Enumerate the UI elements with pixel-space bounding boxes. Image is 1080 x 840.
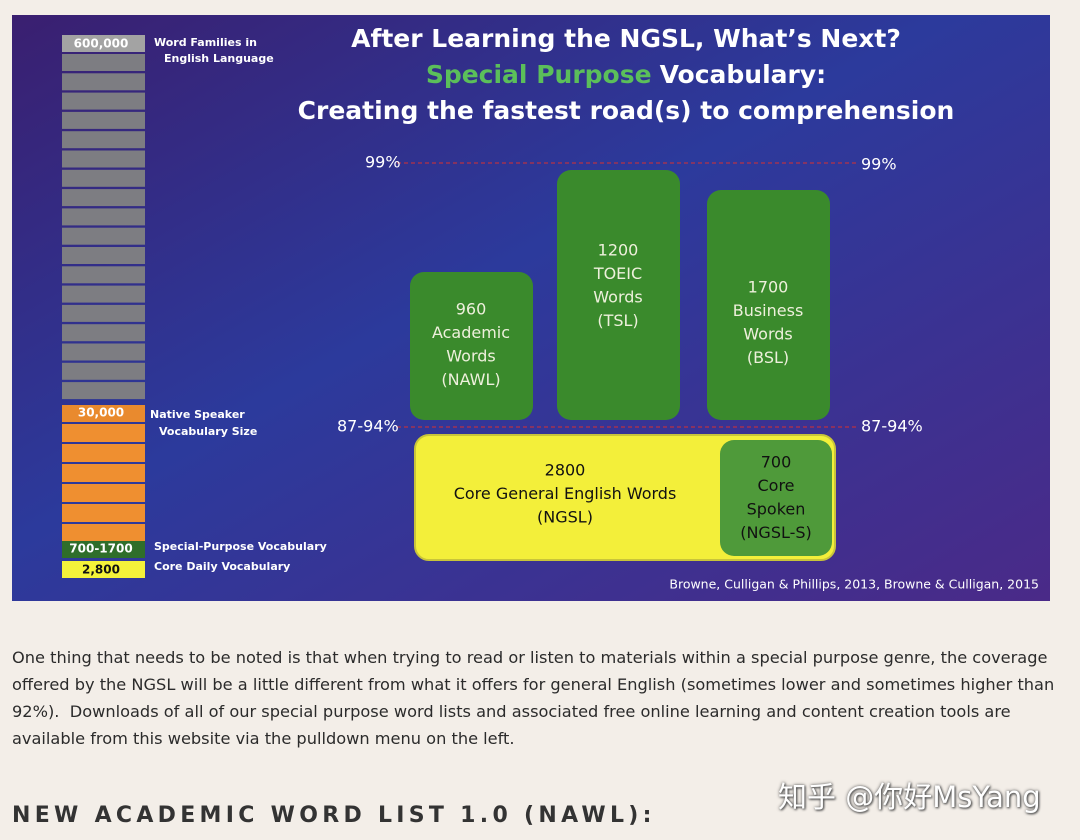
box-text: (NGSL-S) [740, 523, 812, 542]
level-label: 99% [365, 153, 401, 172]
ladder [62, 35, 145, 578]
ladder-stripe [62, 424, 145, 442]
ladder-value: 30,000 [78, 406, 124, 420]
box-text: Words [743, 325, 792, 344]
ladder-stripe [62, 444, 145, 462]
ladder-stripe [62, 111, 145, 129]
watermark: 知乎 @你好MsYang [778, 780, 1041, 814]
ladder-stripe [62, 524, 145, 542]
box-text: Words [446, 347, 495, 366]
box-nawl [410, 272, 533, 420]
ladder-stripe [62, 362, 145, 380]
ladder-stripe [62, 169, 145, 187]
ladder-stripe [62, 324, 145, 342]
box-text: TOEIC [593, 264, 642, 283]
ladder-label: English Language [164, 52, 274, 65]
level-label: 87-94% [337, 417, 399, 436]
box-text: Academic [432, 323, 510, 342]
ladder-band [62, 561, 145, 578]
slide-subtitle: Special Purpose Vocabulary: [426, 60, 826, 89]
ladder-stripe [62, 73, 145, 91]
paragraph: One thing that needs to be noted is that… [12, 648, 1060, 748]
section-heading: NEW ACADEMIC WORD LIST 1.0 (NAWL): [12, 803, 656, 828]
box-text: 960 [456, 300, 487, 319]
box-text: 2800 [545, 461, 586, 480]
ladder-stripe [62, 92, 145, 110]
box-text: 1200 [598, 241, 639, 260]
ladder-stripe [62, 304, 145, 322]
box-tsl [557, 170, 680, 420]
box-text: Business [733, 301, 804, 320]
box-text: Core General English Words [454, 484, 677, 503]
box-text: 1700 [748, 278, 789, 297]
box-bsl [707, 190, 830, 420]
subtitle-highlight: Special Purpose [426, 60, 652, 89]
ladder-label: Word Families in [154, 36, 257, 49]
slide-tagline: Creating the fastest road(s) to comprehe… [298, 96, 955, 125]
box-text: (NGSL) [537, 508, 593, 527]
box-text: (BSL) [747, 348, 789, 367]
ladder-stripe [62, 285, 145, 303]
level-label: 99% [861, 155, 897, 174]
slide: 600,000 Word Families in English Languag… [12, 15, 1050, 601]
ladder-stripe [62, 131, 145, 149]
ladder-stripe [62, 464, 145, 482]
box-text: Spoken [747, 500, 806, 519]
ladder-stripe [62, 266, 145, 284]
subtitle-rest: Vocabulary: [660, 60, 827, 89]
box-text: 700 [761, 453, 792, 472]
ladder-stripe [62, 247, 145, 264]
ladder-band [62, 405, 145, 422]
box-text: Core [757, 476, 794, 495]
box-text: (NAWL) [441, 370, 500, 389]
ladder-stripe [62, 504, 145, 522]
ladder-stripe [62, 343, 145, 361]
credit: Browne, Culligan & Phillips, 2013, Brown… [669, 577, 1039, 592]
ladder-label: Special-Purpose Vocabulary [154, 540, 327, 553]
ladder-stripe [62, 189, 145, 207]
ladder-top [62, 35, 145, 52]
ladder-label: Vocabulary Size [159, 425, 257, 438]
ladder-band [62, 541, 145, 558]
ladder-label: Native Speaker [150, 408, 245, 421]
box-text: (TSL) [597, 311, 638, 330]
ladder-label: Core Daily Vocabulary [154, 560, 290, 573]
ladder-stripe [62, 54, 145, 71]
box-text: Words [593, 288, 642, 307]
ladder-stripe [62, 150, 145, 168]
level-label: 87-94% [861, 417, 923, 436]
ladder-value: 2,800 [82, 563, 120, 577]
ladder-stripe [62, 227, 145, 245]
slide-title: After Learning the NGSL, What’s Next? [351, 24, 901, 53]
ladder-value: 700-1700 [69, 542, 132, 556]
ladder-stripe [62, 484, 145, 502]
box-ngsl-s [720, 440, 832, 556]
ladder-stripe [62, 382, 145, 400]
ladder-value: 600,000 [74, 37, 129, 51]
ladder-stripe [62, 208, 145, 226]
